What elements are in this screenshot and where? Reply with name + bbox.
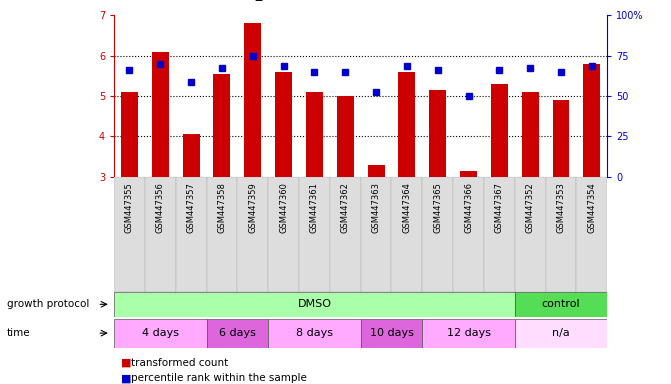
Text: GSM447362: GSM447362	[341, 182, 350, 233]
Bar	[244, 23, 261, 177]
Bar	[114, 319, 207, 348]
Bar	[145, 177, 176, 292]
Bar	[207, 177, 238, 292]
Text: ■: ■	[121, 358, 132, 368]
Bar	[515, 319, 607, 348]
Bar	[268, 319, 361, 348]
Text: GSM447365: GSM447365	[433, 182, 442, 233]
Text: GSM447364: GSM447364	[403, 182, 411, 233]
Bar	[422, 319, 515, 348]
Bar	[391, 177, 422, 292]
Text: 6 days: 6 days	[219, 328, 256, 338]
Text: GSM447360: GSM447360	[279, 182, 288, 233]
Bar	[552, 100, 570, 177]
Bar	[275, 72, 292, 177]
Text: n/a: n/a	[552, 328, 570, 338]
Text: 8 days: 8 days	[296, 328, 333, 338]
Bar	[152, 52, 169, 177]
Text: GSM447354: GSM447354	[587, 182, 597, 233]
Bar	[546, 177, 576, 292]
Bar	[121, 92, 138, 177]
Bar	[114, 177, 145, 292]
Bar	[576, 177, 607, 292]
Bar	[361, 177, 391, 292]
Bar	[337, 96, 354, 177]
Text: DMSO: DMSO	[297, 299, 331, 310]
Bar	[368, 164, 384, 177]
Bar	[361, 319, 422, 348]
Text: GSM447361: GSM447361	[310, 182, 319, 233]
Bar	[238, 177, 268, 292]
Text: GSM447353: GSM447353	[556, 182, 566, 233]
Bar	[207, 319, 268, 348]
Bar	[299, 177, 330, 292]
Bar	[399, 72, 415, 177]
Bar	[176, 177, 207, 292]
Bar	[484, 177, 515, 292]
Bar	[114, 292, 515, 317]
Text: GSM447366: GSM447366	[464, 182, 473, 233]
Bar	[422, 177, 453, 292]
Bar	[583, 64, 601, 177]
Bar	[268, 177, 299, 292]
Bar	[330, 177, 361, 292]
Text: ■: ■	[121, 373, 132, 383]
Text: GSM447359: GSM447359	[248, 182, 257, 233]
Bar	[183, 134, 199, 177]
Text: time: time	[7, 328, 30, 338]
Text: GSM447358: GSM447358	[217, 182, 226, 233]
Bar	[515, 292, 607, 317]
Bar	[515, 177, 546, 292]
Bar	[460, 170, 477, 177]
Text: control: control	[541, 299, 580, 310]
Text: GSM447357: GSM447357	[187, 182, 196, 233]
Bar	[213, 74, 230, 177]
Bar	[306, 92, 323, 177]
Text: 4 days: 4 days	[142, 328, 178, 338]
Text: GSM447352: GSM447352	[525, 182, 535, 233]
Bar	[522, 92, 539, 177]
Text: 12 days: 12 days	[446, 328, 491, 338]
Text: 10 days: 10 days	[370, 328, 413, 338]
Text: GSM447367: GSM447367	[495, 182, 504, 233]
Bar	[453, 177, 484, 292]
Text: GSM447355: GSM447355	[125, 182, 134, 233]
Text: growth protocol: growth protocol	[7, 299, 89, 310]
Text: transformed count: transformed count	[131, 358, 228, 368]
Text: GSM447356: GSM447356	[156, 182, 165, 233]
Bar	[491, 84, 508, 177]
Bar	[429, 90, 446, 177]
Text: percentile rank within the sample: percentile rank within the sample	[131, 373, 307, 383]
Text: GSM447363: GSM447363	[372, 182, 380, 233]
